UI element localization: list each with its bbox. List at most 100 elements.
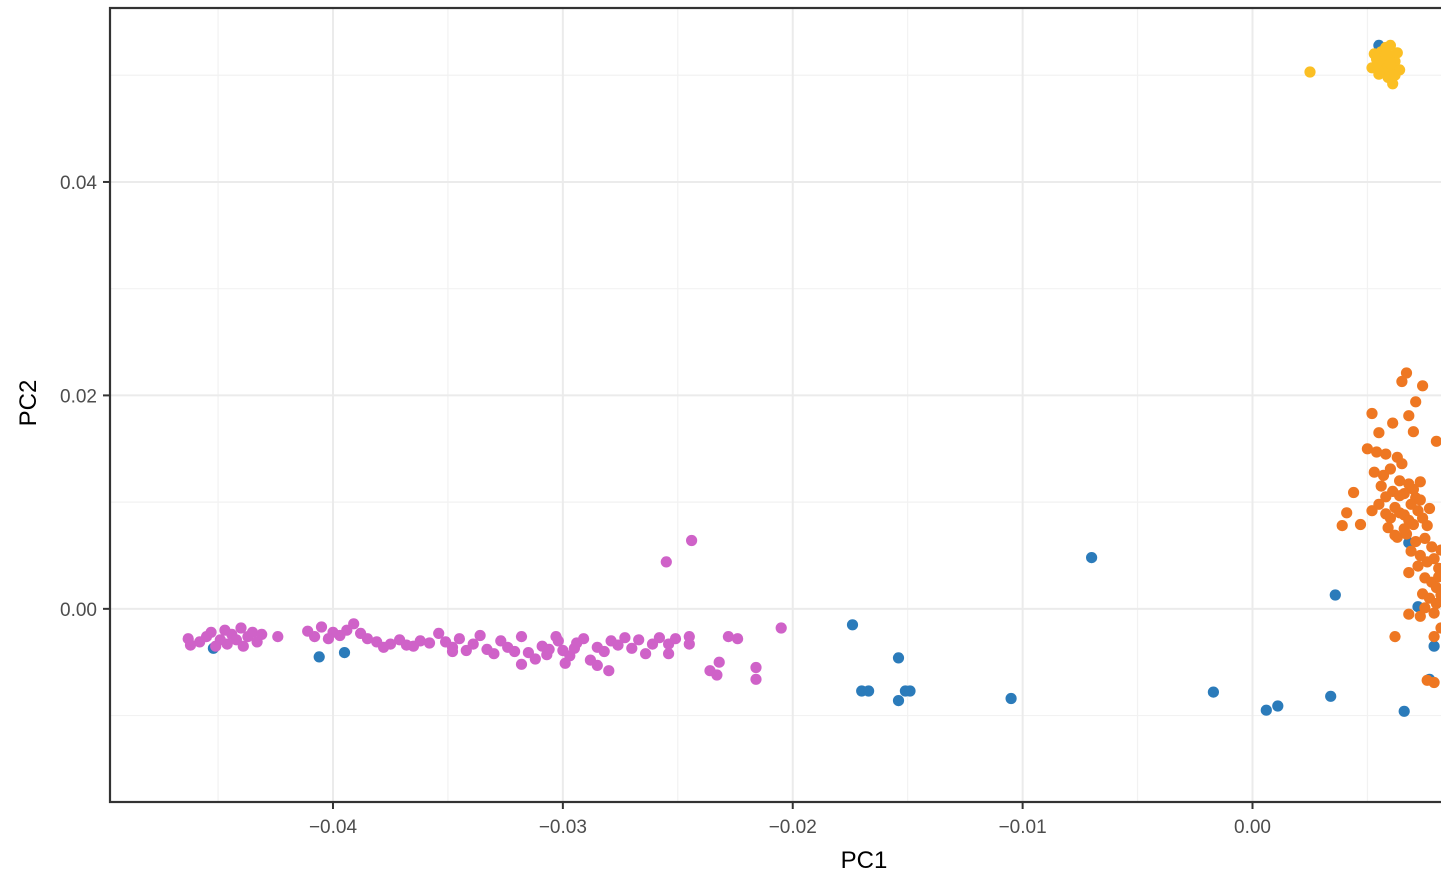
data-point — [315, 621, 328, 633]
data-point — [1428, 553, 1440, 565]
data-point — [612, 639, 624, 651]
data-point — [1005, 692, 1017, 705]
panel-border — [108, 6, 1441, 804]
data-point — [1403, 608, 1415, 620]
data-point — [892, 652, 905, 664]
data-point — [1384, 57, 1396, 70]
data-point — [1428, 676, 1440, 689]
data-point — [1428, 607, 1440, 619]
data-point — [237, 640, 249, 652]
data-point — [863, 685, 875, 697]
data-point — [1304, 66, 1316, 78]
data-point — [1325, 690, 1337, 702]
data-point — [515, 658, 528, 670]
data-point — [711, 669, 723, 681]
data-point — [309, 631, 321, 643]
data-point — [1405, 498, 1417, 510]
data-point — [1341, 507, 1353, 519]
data-point — [1391, 47, 1403, 59]
data-point — [205, 626, 217, 638]
data-point — [1366, 407, 1378, 420]
data-point — [1371, 446, 1383, 458]
data-point — [338, 647, 351, 659]
data-point — [568, 642, 581, 654]
data-point — [361, 633, 374, 645]
data-point — [713, 656, 725, 668]
data-point — [235, 622, 247, 634]
data-point — [488, 648, 500, 660]
x-tick-label: 0.00 — [1234, 817, 1271, 838]
data-point — [1384, 39, 1396, 52]
y-axis-title: PC2 — [15, 380, 42, 427]
data-point — [1400, 367, 1413, 379]
series-2 — [1336, 367, 1441, 689]
data-point — [515, 631, 528, 643]
data-point — [1403, 567, 1415, 579]
data-point — [384, 638, 397, 650]
data-point — [1396, 458, 1408, 470]
data-point — [1410, 396, 1422, 408]
data-point — [1389, 631, 1401, 643]
data-point — [1417, 380, 1429, 392]
data-point — [1389, 529, 1401, 541]
data-point — [1410, 536, 1422, 548]
data-point — [603, 665, 615, 677]
data-point — [775, 622, 787, 634]
data-point — [1407, 518, 1419, 531]
data-point — [272, 631, 284, 643]
data-point — [1394, 475, 1406, 487]
data-point — [1433, 571, 1441, 583]
data-point — [1414, 476, 1426, 488]
data-point — [1430, 597, 1441, 610]
data-point — [1419, 602, 1431, 614]
data-point — [1373, 498, 1385, 510]
data-point — [732, 633, 744, 645]
data-point — [1414, 610, 1426, 622]
data-point — [591, 659, 603, 672]
data-point — [1407, 483, 1419, 495]
x-tick-label: −0.03 — [539, 817, 587, 838]
series-0 — [207, 39, 1440, 717]
data-point — [1435, 544, 1441, 556]
data-point — [1368, 466, 1380, 478]
data-point — [246, 626, 259, 638]
data-point — [446, 645, 459, 658]
data-point — [904, 685, 916, 697]
data-point — [1329, 589, 1341, 601]
data-point — [1421, 520, 1433, 532]
grid-lines — [110, 8, 1441, 802]
x-axis-ticks: −0.04 −0.03 −0.02 −0.01 0.00 — [309, 802, 1271, 838]
data-point — [529, 653, 541, 665]
data-point — [423, 637, 436, 649]
y-tick-label: 0.04 — [60, 173, 97, 194]
data-point — [313, 651, 325, 663]
data-point — [433, 627, 445, 640]
data-point — [892, 695, 905, 707]
data-point — [541, 649, 553, 661]
data-point — [1407, 426, 1419, 438]
data-point — [1272, 700, 1284, 712]
data-point — [1398, 705, 1410, 717]
y-tick-label: 0.02 — [60, 386, 97, 407]
data-point — [1387, 78, 1399, 90]
data-point — [1368, 48, 1380, 60]
data-point — [1419, 532, 1431, 545]
data-point — [453, 633, 465, 645]
data-point — [1428, 640, 1440, 652]
data-point — [1384, 512, 1396, 524]
data-point — [722, 631, 735, 643]
data-point — [1394, 490, 1406, 502]
data-point — [669, 633, 682, 645]
data-point — [1403, 410, 1415, 422]
data-point — [750, 673, 762, 685]
data-point — [663, 648, 675, 660]
data-point — [626, 642, 638, 654]
data-point — [598, 645, 610, 658]
data-point — [474, 629, 486, 642]
data-point — [1428, 631, 1440, 643]
data-point — [1414, 494, 1426, 506]
data-point — [1380, 491, 1392, 503]
data-point — [508, 645, 521, 658]
data-point — [1433, 562, 1441, 574]
